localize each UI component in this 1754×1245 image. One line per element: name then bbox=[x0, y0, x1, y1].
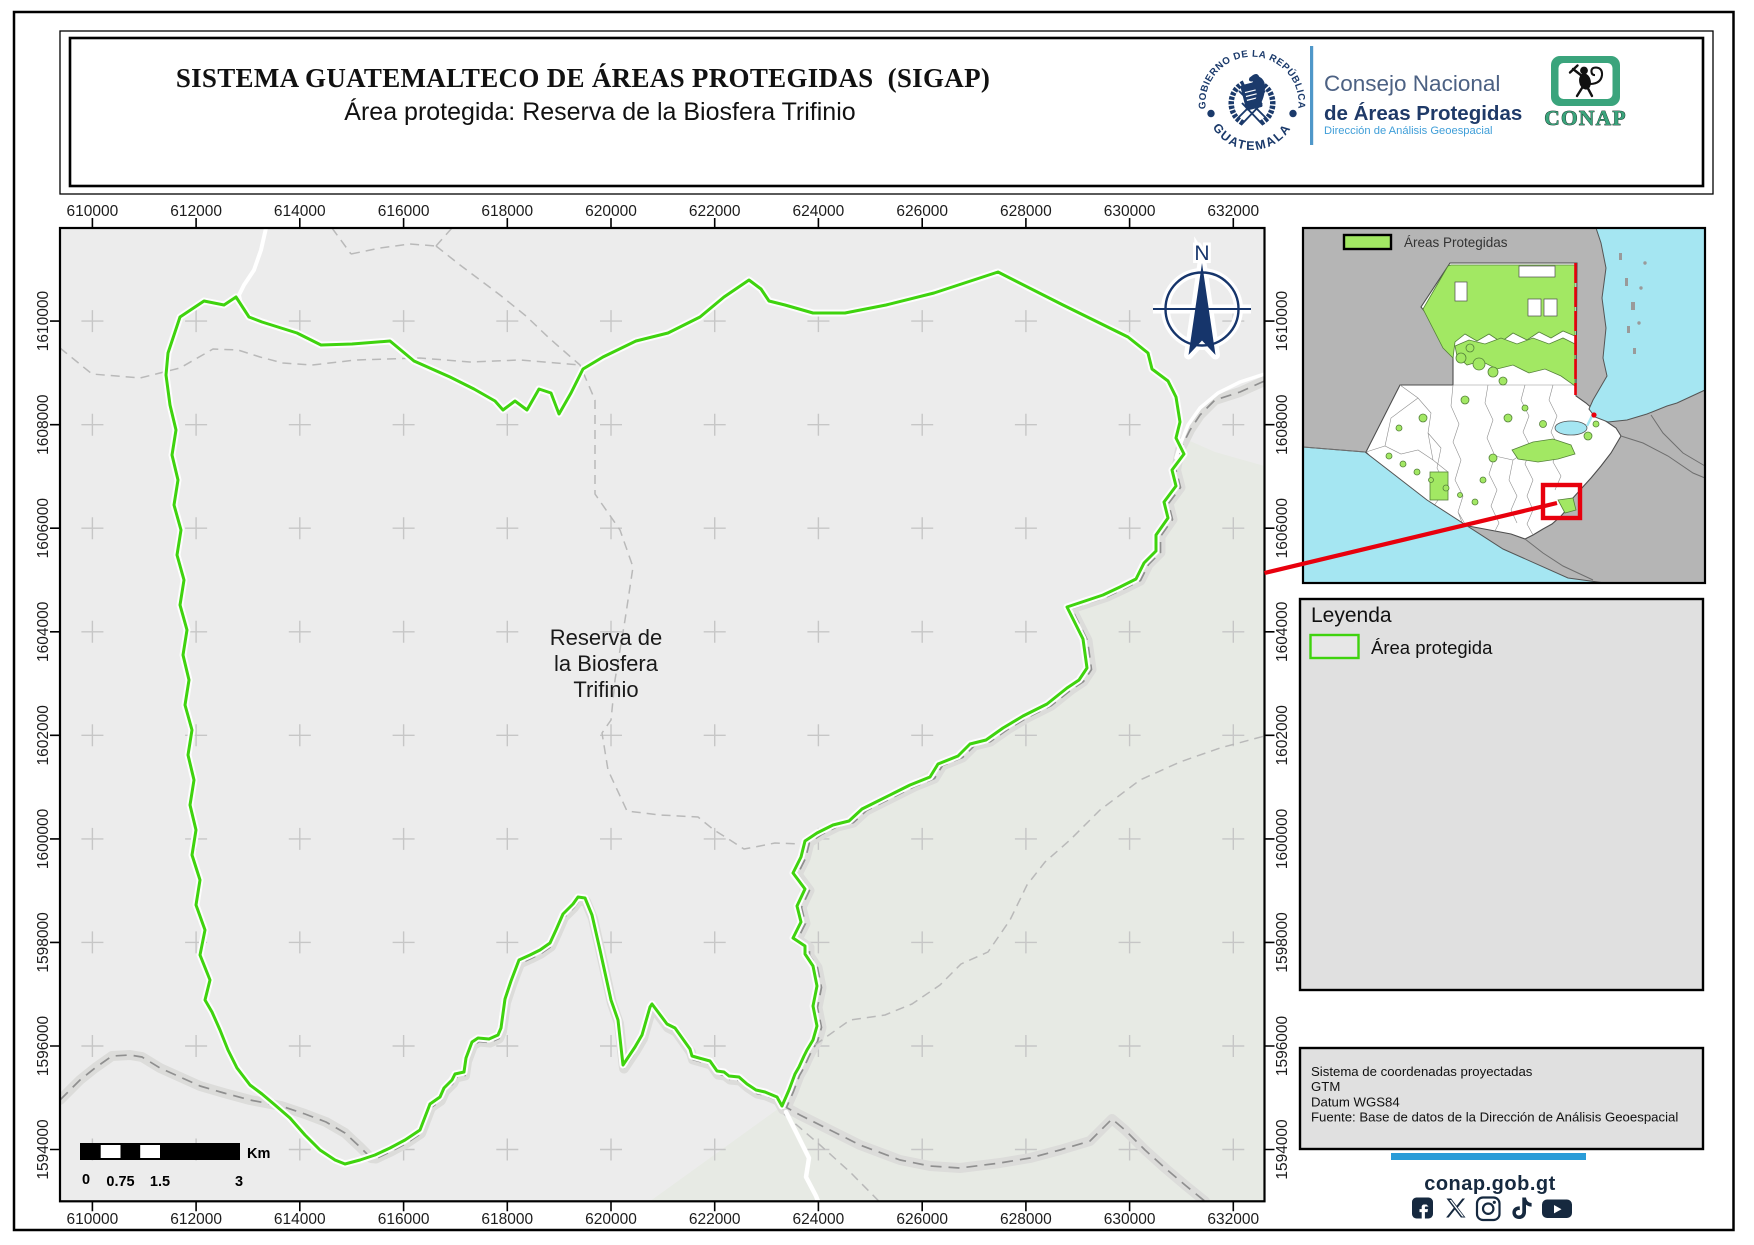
svg-text:Consejo Nacional: Consejo Nacional bbox=[1324, 71, 1500, 96]
svg-text:618000: 618000 bbox=[481, 203, 533, 220]
svg-text:1596000: 1596000 bbox=[35, 1015, 52, 1076]
svg-text:612000: 612000 bbox=[170, 203, 222, 220]
svg-text:616000: 616000 bbox=[378, 1211, 430, 1228]
svg-text:1594000: 1594000 bbox=[35, 1119, 52, 1180]
svg-text:Fuente: Base de datos de la Di: Fuente: Base de datos de la Dirección de… bbox=[1311, 1110, 1678, 1125]
svg-text:1606000: 1606000 bbox=[1274, 498, 1291, 559]
svg-text:Datum WGS84: Datum WGS84 bbox=[1311, 1094, 1400, 1109]
svg-text:la Biosfera: la Biosfera bbox=[554, 651, 659, 676]
svg-text:632000: 632000 bbox=[1207, 1211, 1259, 1228]
svg-text:Áreas Protegidas: Áreas Protegidas bbox=[1404, 235, 1508, 250]
svg-text:0.75: 0.75 bbox=[106, 1174, 134, 1190]
svg-text:620000: 620000 bbox=[585, 1211, 637, 1228]
svg-text:conap.gob.gt: conap.gob.gt bbox=[1424, 1173, 1556, 1195]
svg-text:622000: 622000 bbox=[689, 203, 741, 220]
svg-text:632000: 632000 bbox=[1207, 203, 1259, 220]
svg-text:Leyenda: Leyenda bbox=[1311, 604, 1392, 627]
svg-text:624000: 624000 bbox=[793, 1211, 845, 1228]
svg-text:1610000: 1610000 bbox=[35, 291, 52, 352]
svg-text:1598000: 1598000 bbox=[1274, 912, 1291, 973]
svg-text:620000: 620000 bbox=[585, 203, 637, 220]
svg-text:626000: 626000 bbox=[896, 1211, 948, 1228]
svg-text:Km: Km bbox=[247, 1146, 270, 1162]
svg-text:630000: 630000 bbox=[1104, 1211, 1156, 1228]
svg-text:1600000: 1600000 bbox=[35, 808, 52, 869]
svg-text:Trifinio: Trifinio bbox=[573, 677, 638, 702]
svg-text:1598000: 1598000 bbox=[35, 912, 52, 973]
svg-text:1608000: 1608000 bbox=[1274, 394, 1291, 455]
svg-text:N: N bbox=[1194, 242, 1209, 265]
svg-text:Sistema de coordenadas proyect: Sistema de coordenadas proyectadas bbox=[1311, 1064, 1533, 1079]
svg-text:1610000: 1610000 bbox=[1274, 291, 1291, 352]
svg-text:1602000: 1602000 bbox=[1274, 705, 1291, 766]
svg-text:1606000: 1606000 bbox=[35, 498, 52, 559]
svg-text:614000: 614000 bbox=[274, 203, 326, 220]
svg-text:610000: 610000 bbox=[67, 203, 119, 220]
svg-text:622000: 622000 bbox=[689, 1211, 741, 1228]
svg-text:630000: 630000 bbox=[1104, 203, 1156, 220]
svg-text:1604000: 1604000 bbox=[1274, 601, 1291, 662]
svg-text:616000: 616000 bbox=[378, 203, 430, 220]
svg-text:612000: 612000 bbox=[170, 1211, 222, 1228]
svg-text:Reserva de: Reserva de bbox=[550, 625, 663, 650]
svg-text:1600000: 1600000 bbox=[1274, 808, 1291, 869]
svg-text:1602000: 1602000 bbox=[35, 705, 52, 766]
svg-text:de Áreas Protegidas: de Áreas Protegidas bbox=[1324, 102, 1522, 125]
svg-text:GUATEMALA: GUATEMALA bbox=[1210, 121, 1294, 153]
svg-text:1608000: 1608000 bbox=[35, 394, 52, 455]
svg-text:GTM: GTM bbox=[1311, 1079, 1340, 1094]
svg-text:1596000: 1596000 bbox=[1274, 1015, 1291, 1076]
svg-text:0: 0 bbox=[82, 1172, 90, 1188]
svg-text:624000: 624000 bbox=[793, 203, 845, 220]
svg-text:Área protegida: Área protegida bbox=[1371, 637, 1493, 658]
svg-text:N: N bbox=[1194, 242, 1209, 265]
svg-text:Área protegida: Reserva de la: Área protegida: Reserva de la Biosfera T… bbox=[344, 97, 855, 126]
svg-text:1.5: 1.5 bbox=[150, 1174, 170, 1190]
svg-text:626000: 626000 bbox=[896, 203, 948, 220]
svg-text:CONAP: CONAP bbox=[1544, 106, 1626, 130]
svg-text:628000: 628000 bbox=[1000, 1211, 1052, 1228]
svg-text:610000: 610000 bbox=[67, 1211, 119, 1228]
svg-text:1604000: 1604000 bbox=[35, 601, 52, 662]
svg-text:618000: 618000 bbox=[481, 1211, 533, 1228]
svg-text:3: 3 bbox=[235, 1174, 243, 1190]
svg-text:SISTEMA GUATEMALTECO DE ÁREAS: SISTEMA GUATEMALTECO DE ÁREAS PROTEGIDAS… bbox=[176, 63, 990, 93]
svg-text:Dirección de Análisis Geoespac: Dirección de Análisis Geoespacial bbox=[1324, 125, 1493, 137]
svg-text:1594000: 1594000 bbox=[1274, 1119, 1291, 1180]
svg-text:614000: 614000 bbox=[274, 1211, 326, 1228]
svg-text:628000: 628000 bbox=[1000, 203, 1052, 220]
